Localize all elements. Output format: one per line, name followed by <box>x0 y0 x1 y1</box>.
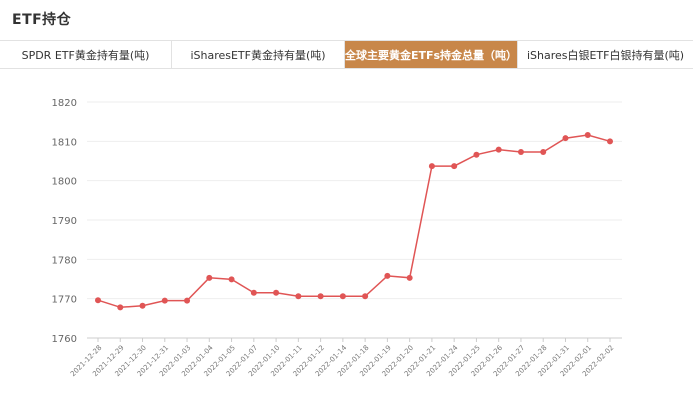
data-point <box>295 293 302 300</box>
tab-spdr-gold[interactable]: SPDR ETF黄金持有量(吨) <box>0 41 172 68</box>
data-point <box>451 163 458 170</box>
data-point <box>406 274 413 281</box>
data-point <box>607 138 613 145</box>
data-point <box>428 163 435 170</box>
tab-ishares-silver[interactable]: iShares白银ETF白银持有量(吨) <box>526 48 685 62</box>
tab-ishares-gold[interactable]: iSharesETF黄金持有量(吨) <box>172 41 345 68</box>
data-point <box>273 289 280 296</box>
tab-global-gold-etfs[interactable]: 全球主要黄金ETFs持金总量（吨） <box>345 41 518 68</box>
data-point <box>339 293 346 300</box>
y-tick-label: 1810 <box>52 137 77 148</box>
data-point <box>562 135 569 142</box>
y-tick-label: 1770 <box>52 295 77 306</box>
tab-bar: SPDR ETF黄金持有量(吨) iSharesETF黄金持有量(吨) 全球主要… <box>0 40 693 69</box>
data-point <box>206 274 213 281</box>
data-point <box>250 289 257 296</box>
data-point <box>362 293 369 300</box>
data-point <box>117 304 124 311</box>
y-tick-label: 1760 <box>52 334 77 345</box>
header: ETF持仓 <box>0 0 693 40</box>
y-tick-label: 1820 <box>52 98 77 109</box>
data-point <box>384 272 391 279</box>
data-point <box>184 297 191 304</box>
page-title: ETF持仓 <box>12 12 72 28</box>
y-tick-label: 1790 <box>52 216 77 227</box>
data-point <box>540 148 547 155</box>
y-tick-label: 1780 <box>52 255 77 266</box>
data-point <box>517 148 524 155</box>
data-point <box>161 297 168 304</box>
data-point <box>317 293 324 300</box>
line-chart: 17601770178017901800181018202021-12-2820… <box>52 98 622 378</box>
data-point <box>228 276 235 283</box>
data-point <box>584 132 591 139</box>
y-tick-label: 1800 <box>52 177 77 188</box>
data-point <box>473 151 480 158</box>
data-point <box>139 302 146 309</box>
data-point <box>95 297 101 304</box>
series-line <box>97 134 611 309</box>
data-point <box>495 146 502 153</box>
